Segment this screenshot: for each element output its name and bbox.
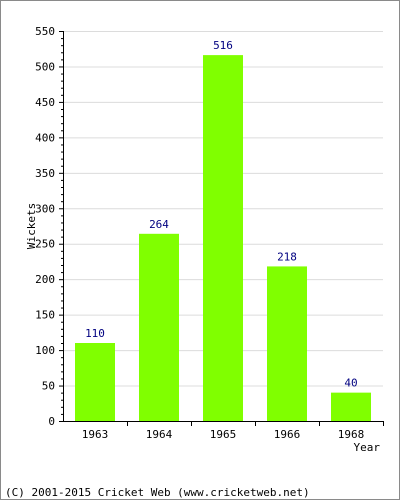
y-tick-label: 500 bbox=[35, 60, 55, 73]
y-tick-labels: 0 50 100 150 200 250 300 350 400 450 500 550 bbox=[35, 25, 55, 428]
axes bbox=[59, 31, 384, 426]
x-tick-labels: 1963 1964 1965 1966 1968 bbox=[82, 428, 365, 441]
y-tick-label: 400 bbox=[35, 131, 55, 144]
x-tick-label: 1963 bbox=[82, 428, 109, 441]
data-label-1964: 264 bbox=[149, 218, 169, 231]
y-tick-label: 450 bbox=[35, 96, 55, 109]
bar-1964 bbox=[139, 233, 179, 421]
data-label-1963: 110 bbox=[85, 327, 105, 340]
x-tick-label: 1964 bbox=[146, 428, 173, 441]
y-tick-label: 550 bbox=[35, 25, 55, 38]
x-tick-label: 1966 bbox=[274, 428, 301, 441]
data-label-1966: 218 bbox=[277, 250, 297, 263]
x-tick-label: 1965 bbox=[210, 428, 237, 441]
bar-1965 bbox=[203, 55, 243, 421]
y-tick-label: 100 bbox=[35, 344, 55, 357]
y-tick-label: 200 bbox=[35, 273, 55, 286]
y-tick-label: 50 bbox=[42, 380, 55, 393]
y-tick-label: 300 bbox=[35, 202, 55, 215]
x-axis-label: Year bbox=[354, 441, 381, 454]
y-tick-label: 0 bbox=[48, 415, 55, 428]
x-tick-label: 1968 bbox=[338, 428, 365, 441]
y-tick-label: 250 bbox=[35, 238, 55, 251]
y-axis-label: Wickets bbox=[25, 203, 38, 249]
y-tick-label: 350 bbox=[35, 167, 55, 180]
y-tick-label: 150 bbox=[35, 309, 55, 322]
data-labels: 110 264 516 218 40 bbox=[85, 39, 358, 390]
data-label-1965: 516 bbox=[213, 39, 233, 52]
data-label-1968: 40 bbox=[344, 377, 357, 390]
bars bbox=[75, 55, 371, 421]
bar-1963 bbox=[75, 343, 115, 421]
copyright-footer: (C) 2001-2015 Cricket Web (www.cricketwe… bbox=[5, 486, 310, 499]
bar-1966 bbox=[267, 266, 307, 421]
bar-1968 bbox=[331, 392, 371, 421]
